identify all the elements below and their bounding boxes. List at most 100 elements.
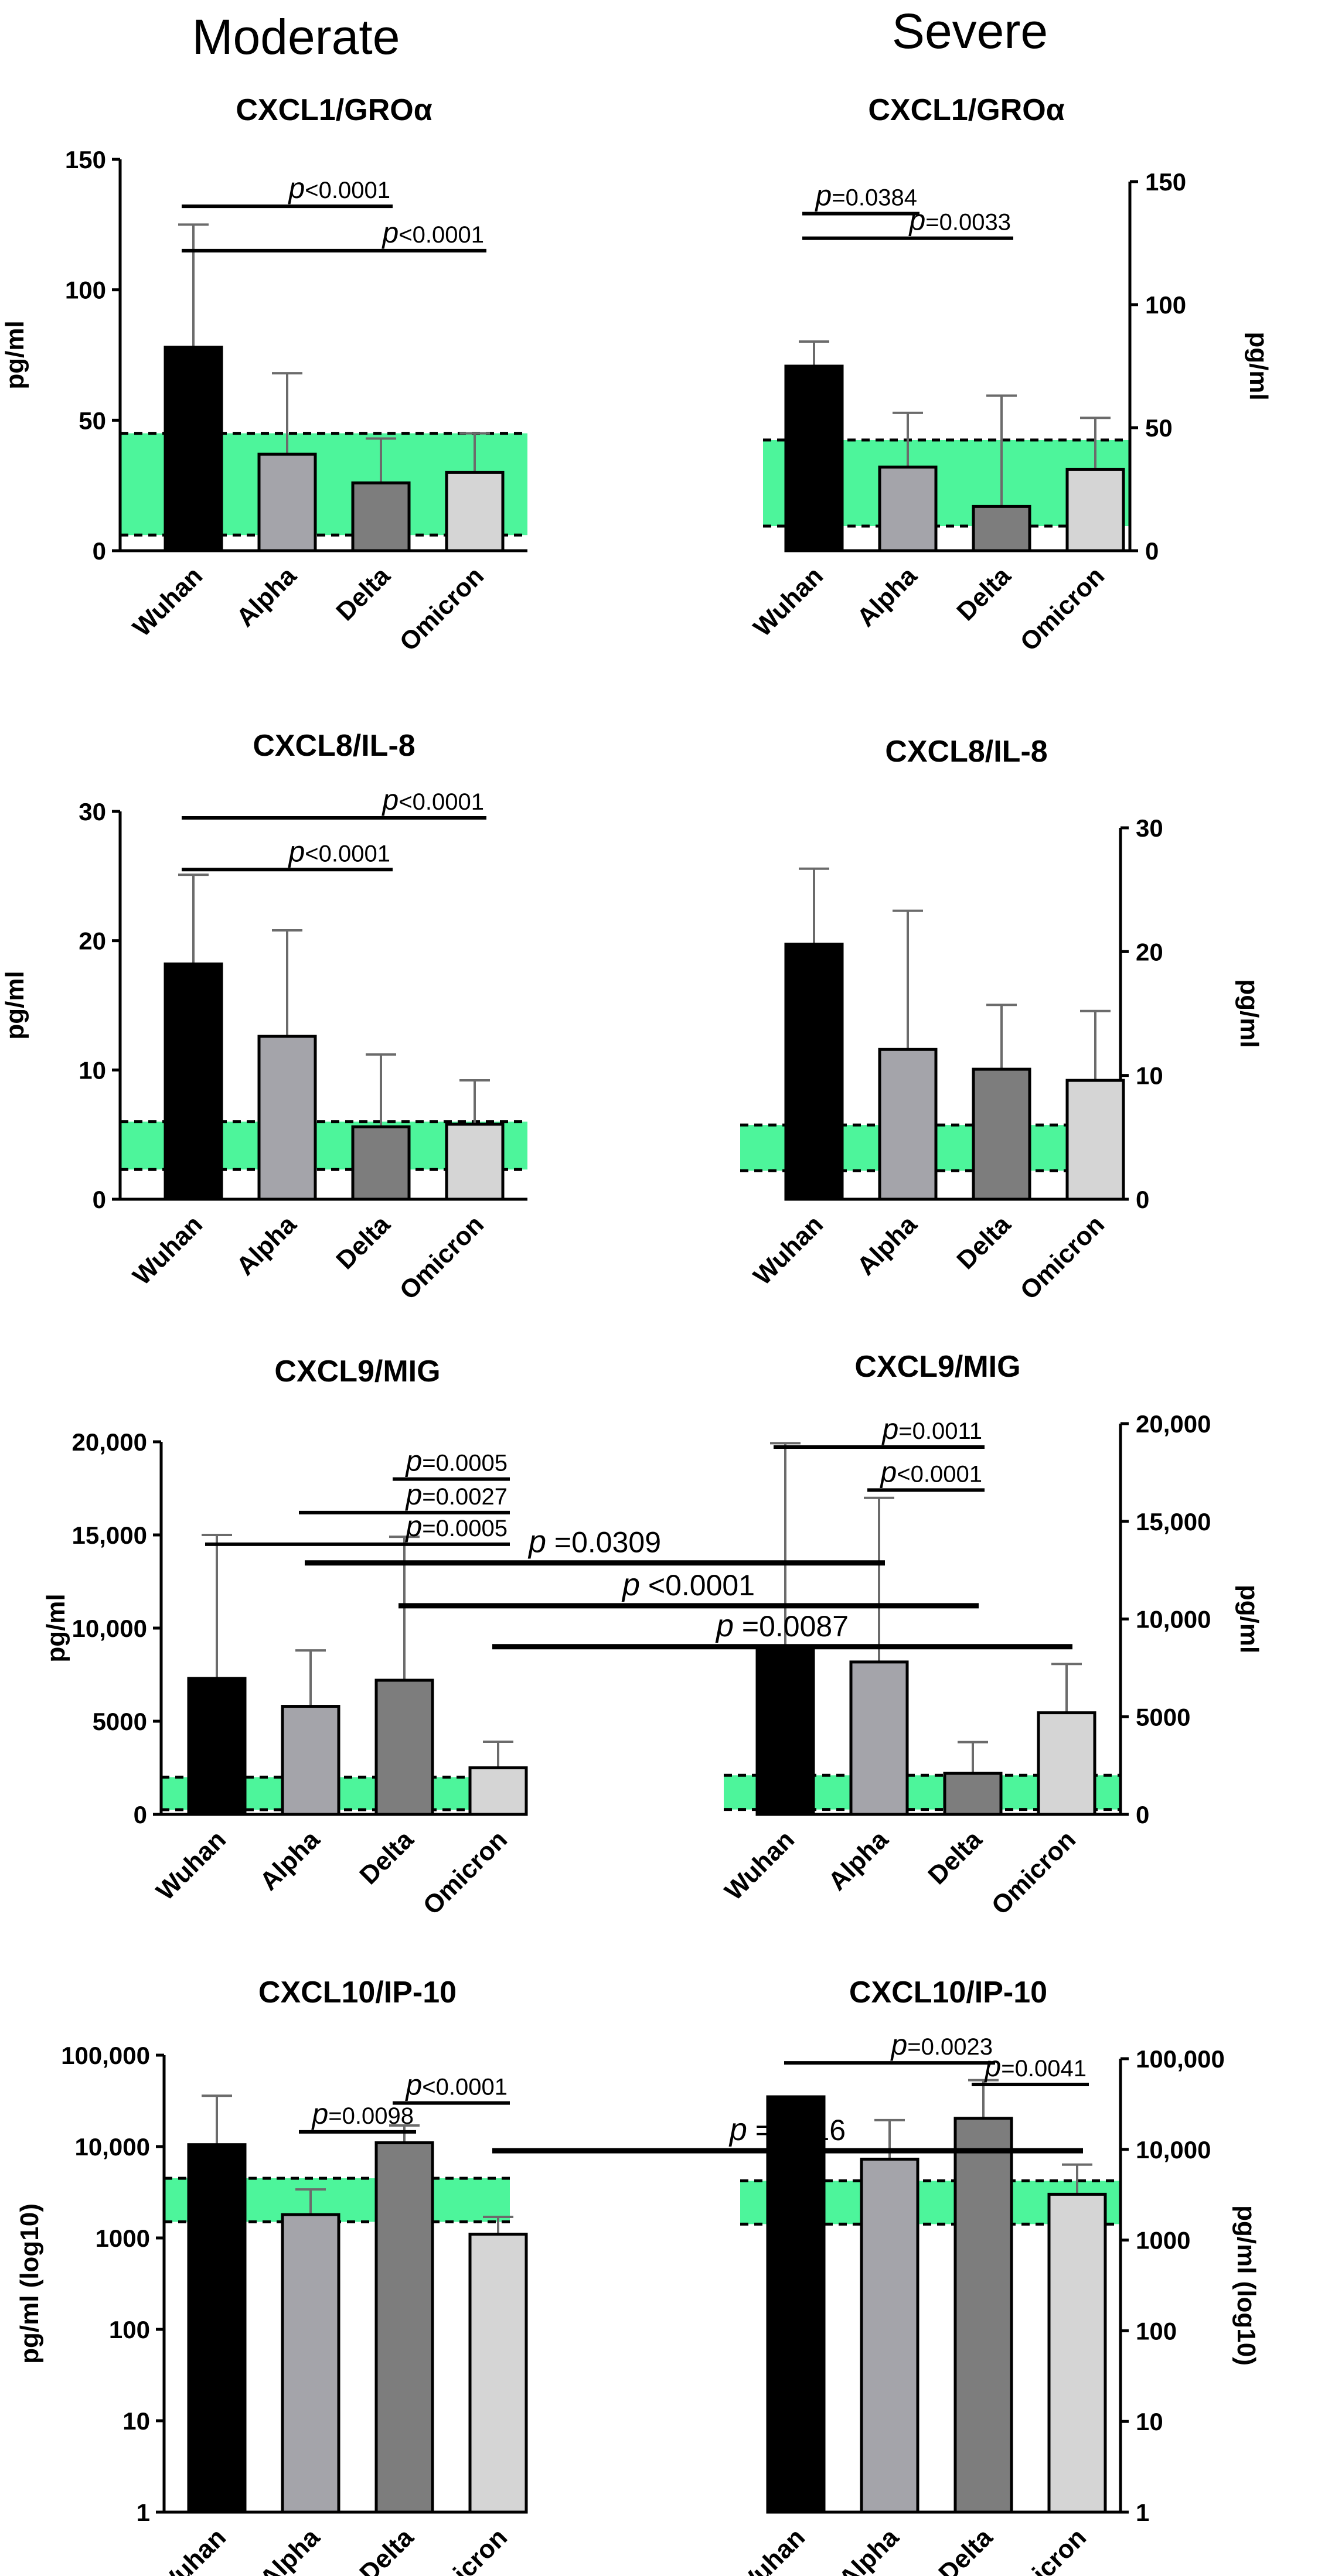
bar-omicron	[1065, 1079, 1125, 1201]
bar-wuhan	[164, 346, 223, 552]
bar-omicron	[1047, 2192, 1107, 2514]
y-tick-label: 10	[122, 2407, 150, 2435]
y-tick-label: 5000	[93, 1708, 147, 1735]
category-label: Wuhan	[151, 2523, 231, 2576]
bar-wuhan	[187, 2143, 247, 2514]
category-label: Omicron	[394, 561, 489, 657]
y-tick-label: 0	[1136, 1801, 1149, 1828]
bar-wuhan	[784, 364, 844, 552]
p-symbol: p	[287, 172, 305, 204]
comparison-p-value: p<0.0001	[381, 216, 484, 249]
column-header-severe: Severe	[892, 4, 1048, 59]
p-symbol: p	[879, 1455, 897, 1488]
chart-title: CXCL9/MIG	[274, 1354, 440, 1388]
category-label: Alpha	[833, 2523, 904, 2576]
bar-delta	[351, 481, 411, 552]
bar-delta	[943, 1772, 1003, 1816]
cross-comparison-p-value: p =0.0309	[527, 1524, 661, 1560]
p-value: <0.0001	[897, 1461, 982, 1487]
category-label: Wuhan	[748, 1210, 829, 1291]
bar-delta	[374, 2141, 434, 2514]
p-symbol: p	[381, 216, 399, 249]
cross-comparison-p-value: p =0.016	[728, 2112, 846, 2147]
p-symbol: p	[381, 783, 399, 816]
bar-delta	[972, 504, 1031, 552]
p-value: =0.0041	[1001, 2056, 1087, 2082]
p-symbol: p	[404, 1445, 422, 1478]
p-symbol: p	[404, 1478, 422, 1511]
category-label: Wuhan	[730, 2523, 810, 2576]
comparison-p-value: p<0.0001	[287, 172, 390, 204]
category-label: Omicron	[1014, 561, 1110, 657]
category-label: Omicron	[996, 2523, 1092, 2576]
category-label: Alpha	[254, 1825, 325, 1896]
p-value: <0.0001	[399, 222, 484, 248]
y-axis-label: pg/ml	[1244, 332, 1273, 400]
chart-cxcl10-severe: CXCL10/IP-10 1 10 100 1000 10,000 100,000 pg/ml…	[730, 1975, 1261, 2576]
chart-title: CXCL8/IL-8	[253, 729, 415, 763]
comparison-p-value: p=0.0027	[404, 1478, 508, 1511]
bar-delta	[972, 1067, 1031, 1201]
bar-omicron	[445, 1122, 505, 1201]
bar-delta	[374, 1678, 434, 1816]
p-value: <0.0001	[305, 178, 390, 203]
y-tick-label: 0	[1145, 537, 1159, 565]
y-axis-label: pg/ml	[1, 971, 29, 1039]
cross-comparison-p-value: p <0.0001	[621, 1567, 755, 1602]
p-value: =0.0005	[422, 1451, 508, 1476]
comparison-p-value: p=0.0384	[814, 179, 917, 212]
chart-title: CXCL1/GROα	[868, 93, 1064, 127]
cross-comparison-p-value: p =0.0087	[715, 1608, 849, 1643]
chart-cxcl8-moderate: CXCL8/IL-8 0 10 20 30 pg/ml Wuhan Alpha DeltaOmi…	[1, 729, 527, 1305]
p-symbol: p	[311, 2097, 328, 2130]
y-tick-label: 50	[1145, 414, 1173, 442]
bar-alpha	[281, 1705, 340, 1816]
chart-title: CXCL1/GROα	[236, 93, 432, 127]
y-tick-label: 1000	[96, 2224, 150, 2252]
p-value: =0.0384	[832, 185, 917, 211]
y-axis-label: pg/ml	[42, 1594, 70, 1662]
y-tick-label: 5000	[1136, 1703, 1190, 1731]
bar-omicron	[468, 2233, 528, 2514]
p-value: <0.0001	[422, 2075, 508, 2100]
bar-omicron	[445, 470, 505, 552]
category-label: Delta	[951, 561, 1016, 626]
y-tick-label: 30	[1136, 814, 1163, 842]
chart-title: CXCL10/IP-10	[849, 1975, 1047, 2009]
y-tick-label: 100	[1136, 2317, 1177, 2345]
column-header-moderate: Moderate	[192, 9, 400, 64]
p-value: =0.0011	[898, 1418, 982, 1444]
bar-wuhan	[766, 2095, 826, 2514]
y-tick-label: 1000	[1136, 2227, 1190, 2254]
comparison-p-value: p=0.0005	[404, 1510, 508, 1543]
bar-omicron	[468, 1766, 528, 1816]
comparison-p-value: p=0.0005	[404, 1445, 508, 1478]
category-label: Delta	[933, 2523, 998, 2576]
bar-alpha	[257, 1035, 317, 1201]
bar-alpha	[878, 465, 938, 552]
y-tick-label: 10,000	[72, 1615, 147, 1642]
comparison-p-value: p=0.0033	[908, 204, 1011, 237]
bar-delta	[351, 1125, 411, 1201]
bar-alpha	[257, 452, 317, 552]
y-tick-label: 50	[79, 407, 106, 434]
p-value: =0.0087	[734, 1610, 849, 1643]
category-label: Omicron	[986, 1825, 1081, 1920]
category-label: Wuhan	[719, 1825, 800, 1906]
p-value: <0.0001	[305, 841, 390, 866]
y-tick-label: 10,000	[75, 2133, 150, 2161]
bar-wuhan	[164, 962, 223, 1201]
bar-alpha	[281, 2213, 340, 2514]
p-value: =0.0027	[422, 1484, 508, 1510]
y-axis-label: pg/ml	[1, 320, 29, 389]
category-label: Delta	[922, 1825, 987, 1890]
p-symbol: p	[527, 1524, 546, 1560]
bar-omicron	[1037, 1711, 1096, 1816]
category-label: Alpha	[231, 561, 302, 632]
p-value: =0.0098	[328, 2103, 414, 2129]
category-label: Alpha	[231, 1210, 302, 1281]
p-symbol: p	[287, 835, 305, 868]
chart-cxcl10-moderate: CXCL10/IP-10 1 10 100 1000 10,000 100,000 pg/ml…	[15, 1975, 528, 2576]
y-axis-label: pg/ml	[1235, 979, 1263, 1048]
comparison-p-value: p=0.0023	[890, 2028, 993, 2061]
